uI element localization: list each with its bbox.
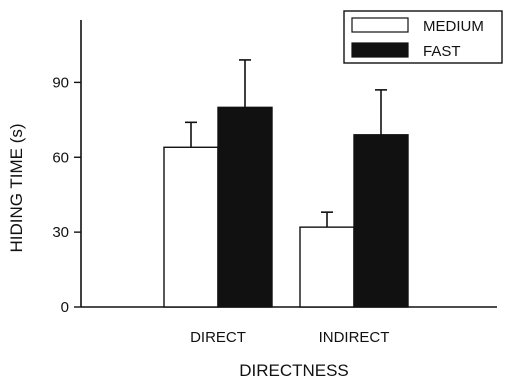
bar-fast-direct [217, 106, 273, 308]
y-axis-title: HIDING TIME (s) [7, 123, 26, 252]
legend-label-medium: MEDIUM [423, 18, 484, 35]
x-tick-label: DIRECT [190, 329, 246, 346]
bar-medium-indirect [299, 226, 355, 308]
legend-swatch-fast [351, 42, 409, 58]
y-tick-label: 60 [52, 149, 69, 166]
bar-medium-direct [163, 146, 219, 308]
y-axis: 0 30 60 90 [52, 20, 82, 316]
legend-swatch-medium [351, 17, 409, 33]
x-axis: DIRECT INDIRECT [81, 306, 497, 346]
x-axis-title: DIRECTNESS [239, 361, 349, 380]
legend: MEDIUM FAST [343, 10, 503, 64]
bar-fast-indirect [353, 134, 409, 308]
y-tick-label: 0 [61, 299, 69, 316]
y-tick-label: 90 [52, 74, 69, 91]
legend-label-fast: FAST [423, 43, 461, 60]
y-tick-label: 30 [52, 224, 69, 241]
error-bars [185, 59, 387, 228]
x-tick-label: INDIRECT [319, 329, 390, 346]
bars [163, 106, 409, 308]
